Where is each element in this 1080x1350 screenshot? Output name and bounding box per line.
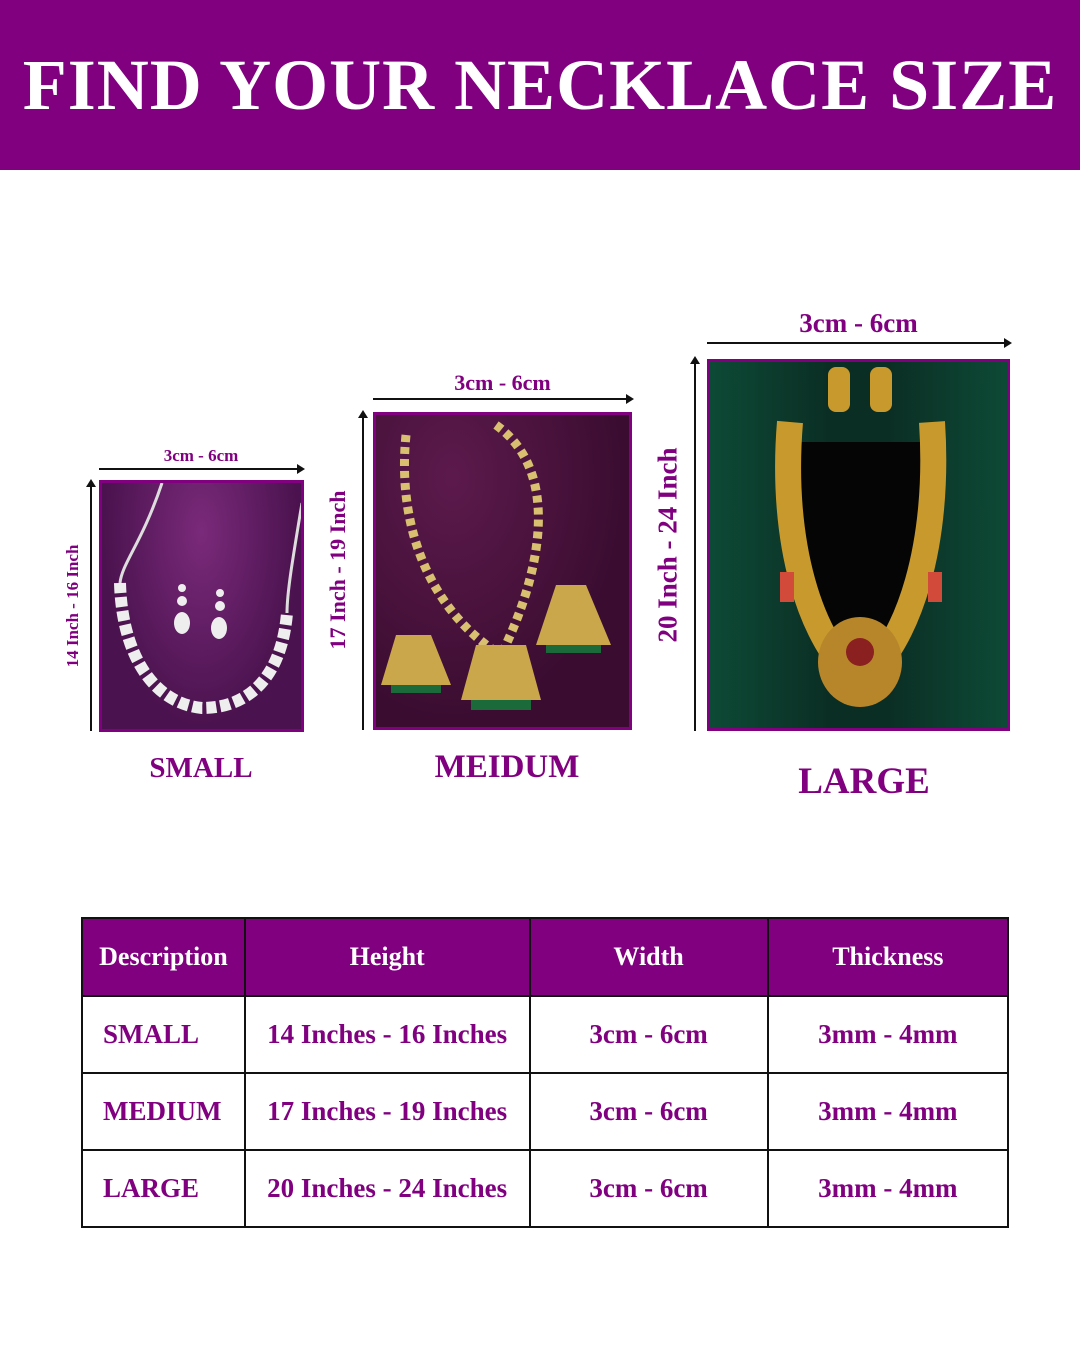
header-width: Width [528, 917, 769, 997]
cell-thickness: 3mm - 4mm [766, 1149, 1010, 1228]
gold-necklace-icon [381, 421, 611, 710]
cell-height: 20 Inches - 24 Inches [243, 1149, 531, 1228]
small-height-arrow [86, 479, 96, 731]
small-width-label: 3cm - 6cm [163, 446, 239, 465]
cell-height: 14 Inches - 16 Inches [243, 995, 531, 1074]
medium-height-arrow [358, 410, 368, 730]
small-width-arrow [99, 464, 305, 474]
header-height: Height [243, 917, 531, 997]
medium-necklace-photo [373, 412, 632, 730]
page-title: FIND YOUR NECKLACE SIZE [22, 44, 1058, 125]
medium-width-label: 3cm - 6cm [454, 370, 551, 395]
cell-width: 3cm - 6cm [528, 1149, 769, 1228]
table-row: SMALL 14 Inches - 16 Inches 3cm - 6cm 3m… [81, 995, 1010, 1074]
small-height-label: 14 Inch - 16 Inch [63, 544, 82, 668]
large-caption: LARGE [798, 761, 930, 802]
large-height-label: 20 Inch - 24 Inch [652, 447, 683, 643]
header-description: Description [81, 917, 246, 997]
small-caption: SMALL [149, 752, 253, 784]
header-banner: FIND YOUR NECKLACE SIZE [0, 0, 1080, 170]
large-width-label: 3cm - 6cm [799, 308, 918, 338]
cell-thickness: 3mm - 4mm [766, 995, 1010, 1074]
cell-width: 3cm - 6cm [528, 1072, 769, 1151]
temple-necklace-icon [775, 367, 947, 707]
medium-caption: MEIDUM [434, 749, 580, 785]
small-necklace-photo [99, 480, 304, 732]
table-row: MEDIUM 17 Inches - 19 Inches 3cm - 6cm 3… [81, 1072, 1010, 1151]
medium-height-label: 17 Inch - 19 Inch [325, 490, 350, 650]
large-width-arrow [707, 338, 1012, 348]
cell-description: MEDIUM [81, 1072, 246, 1151]
cell-description: LARGE [81, 1149, 246, 1228]
table-header-row: Description Height Width Thickness [81, 917, 1010, 997]
cell-width: 3cm - 6cm [528, 995, 769, 1074]
medium-width-arrow [373, 394, 634, 404]
silver-necklace-icon [114, 483, 301, 715]
cell-thickness: 3mm - 4mm [766, 1072, 1010, 1151]
cell-description: SMALL [81, 995, 246, 1074]
size-table: Description Height Width Thickness SMALL… [81, 917, 1010, 1228]
header-thickness: Thickness [766, 917, 1010, 997]
cell-height: 17 Inches - 19 Inches [243, 1072, 531, 1151]
large-height-arrow [690, 356, 700, 731]
large-necklace-photo [707, 359, 1010, 731]
table-row: LARGE 20 Inches - 24 Inches 3cm - 6cm 3m… [81, 1149, 1010, 1228]
